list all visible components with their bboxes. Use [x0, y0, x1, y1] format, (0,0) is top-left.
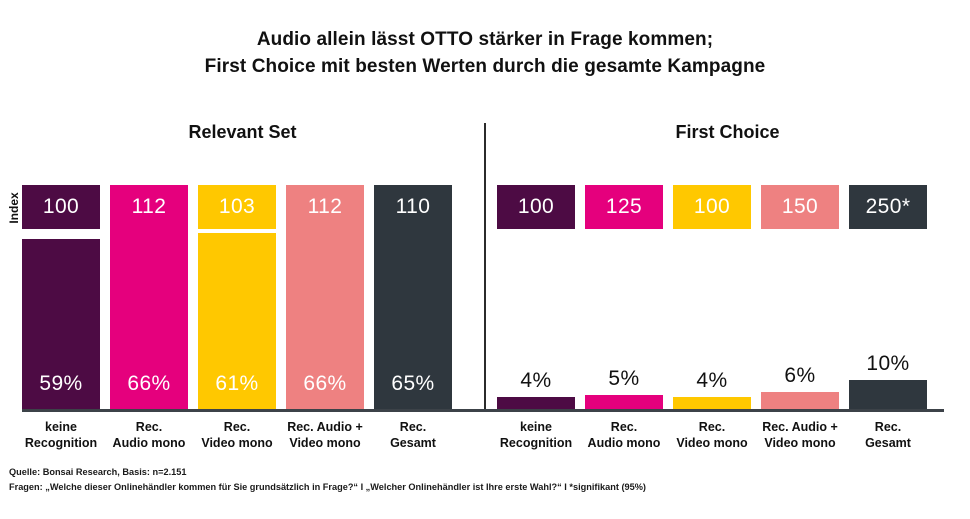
bar-value-label-first-choice-1: 5% — [608, 367, 640, 390]
category-label-line: Rec. — [135, 420, 163, 434]
category-label-line: Rec. Audio + — [287, 420, 363, 434]
category-label-first-choice-0: keine Recognition — [485, 419, 587, 451]
chart-title-line-2: First Choice mit besten Werten durch die… — [204, 56, 766, 77]
bar-first-choice-3 — [761, 392, 839, 409]
index-value: 103 — [218, 195, 256, 218]
category-label-first-choice-2: Rec. Video mono — [661, 419, 763, 451]
category-label-line: Rec. — [223, 420, 251, 434]
bar-first-choice-0 — [497, 397, 575, 409]
index-value: 150 — [781, 195, 819, 218]
category-label-line: Rec. — [399, 420, 427, 434]
bar-relevant-set-1 — [110, 219, 188, 409]
index-value: 110 — [395, 195, 431, 218]
category-label-line: Gesamt — [865, 436, 911, 450]
index-box-relevant-set-4: 110 — [374, 185, 452, 229]
category-label-line: Video mono — [289, 436, 361, 450]
category-label-first-choice-4: Rec. Gesamt — [837, 419, 939, 451]
category-label-relevant-set-3: Rec. Audio + Video mono — [274, 419, 376, 451]
bar-relevant-set-0 — [22, 239, 100, 409]
index-box-first-choice-1: 125 — [585, 185, 663, 229]
category-label-line: Rec. — [610, 420, 638, 434]
chart-title-line-1: Audio allein lässt OTTO stärker in Frage… — [256, 29, 714, 50]
bar-value-label-first-choice-3: 6% — [784, 364, 816, 387]
category-label-first-choice-3: Rec. Audio + Video mono — [749, 419, 851, 451]
category-label-line: Rec. — [874, 420, 902, 434]
index-value: 112 — [307, 195, 343, 218]
category-label-line: Video mono — [676, 436, 748, 450]
index-box-first-choice-2: 100 — [673, 185, 751, 229]
category-label-relevant-set-1: Rec. Audio mono — [98, 419, 200, 451]
category-label-line: Video mono — [201, 436, 273, 450]
bar-relevant-set-4 — [374, 222, 452, 409]
category-label-relevant-set-2: Rec. Video mono — [186, 419, 288, 451]
category-label-line: Audio mono — [112, 436, 186, 450]
bar-first-choice-4 — [849, 380, 927, 409]
index-value: 100 — [693, 195, 731, 218]
index-value: 100 — [42, 195, 80, 218]
category-label-line: Video mono — [764, 436, 836, 450]
bar-relevant-set-3 — [286, 219, 364, 409]
bar-value-label-first-choice-2: 4% — [696, 369, 728, 392]
category-label-line: Recognition — [24, 436, 98, 450]
category-label-first-choice-1: Rec. Audio mono — [573, 419, 675, 451]
axis-baseline — [22, 409, 944, 412]
panel-divider — [484, 123, 486, 412]
bar-first-choice-2 — [673, 397, 751, 409]
index-value: 125 — [605, 195, 643, 218]
index-box-first-choice-3: 150 — [761, 185, 839, 229]
category-label-line: Audio mono — [587, 436, 661, 450]
category-label-line: keine — [45, 420, 77, 434]
index-box-first-choice-0: 100 — [497, 185, 575, 229]
panel-heading-relevant-set: Relevant Set — [188, 122, 297, 142]
category-label-line: keine — [520, 420, 552, 434]
category-label-line: Rec. — [698, 420, 726, 434]
index-box-relevant-set-2: 103 — [198, 185, 276, 229]
index-value: 112 — [131, 195, 167, 218]
category-label-relevant-set-4: Rec. Gesamt — [362, 419, 464, 451]
category-label-line: Recognition — [499, 436, 573, 450]
category-label-line: Gesamt — [390, 436, 436, 450]
footnote-source: Quelle: Bonsai Research, Basis: n=2.151 — [9, 467, 187, 477]
panel-heading-first-choice: First Choice — [675, 122, 780, 142]
bar-first-choice-1 — [585, 395, 663, 409]
bar-relevant-set-2 — [198, 233, 276, 409]
footnote: Quelle: Bonsai Research, Basis: n=2.151 … — [9, 465, 646, 495]
footnote-questions: Fragen: „Welche dieser Onlinehändler kom… — [9, 482, 646, 492]
bar-value-label-first-choice-4: 10% — [866, 352, 910, 375]
index-value: 250* — [865, 195, 911, 218]
index-box-relevant-set-0: 100 — [22, 185, 100, 229]
chart-title: Audio allein lässt OTTO stärker in Frage… — [0, 26, 970, 80]
bar-value-label-first-choice-0: 4% — [520, 369, 552, 392]
category-label-line: Rec. Audio + — [762, 420, 838, 434]
index-box-first-choice-4: 250* — [849, 185, 927, 229]
category-label-relevant-set-0: keine Recognition — [10, 419, 112, 451]
index-value: 100 — [517, 195, 555, 218]
